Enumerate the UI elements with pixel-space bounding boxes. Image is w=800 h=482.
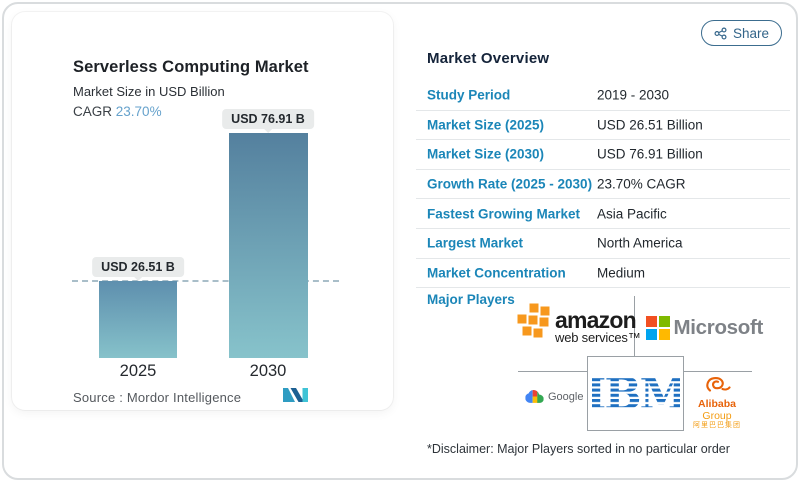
- chart-card: Serverless Computing Market Market Size …: [12, 12, 393, 410]
- share-button-label: Share: [733, 25, 770, 41]
- aws-wordmark-line1: amazon: [555, 307, 637, 333]
- microsoft-squares-icon: [646, 316, 670, 340]
- aws-wordmark: amazon web services™: [555, 307, 641, 345]
- table-row-study-period: Study Period 2019 - 2030: [416, 81, 790, 111]
- reference-dashed-line: [72, 280, 339, 282]
- cagr-label: CAGR: [73, 104, 113, 119]
- ibm-striped-wordmark-icon: IBM: [592, 373, 680, 415]
- row-value: USD 26.51 Billion: [597, 117, 703, 133]
- row-label: Study Period: [427, 87, 511, 103]
- aws-logo: amazon web services™: [516, 302, 641, 345]
- bar-2030: [229, 133, 308, 358]
- row-label: Fastest Growing Market: [427, 206, 581, 222]
- cagr-line: CAGR 23.70%: [73, 104, 162, 119]
- major-players-label: Major Players: [427, 292, 515, 307]
- row-label: Growth Rate (2025 - 2030): [427, 176, 593, 192]
- table-row-growth-rate: Growth Rate (2025 - 2030) 23.70% CAGR: [416, 170, 790, 200]
- x-axis-label-2025: 2025: [119, 362, 157, 380]
- table-row-largest-market: Largest Market North America: [416, 229, 790, 259]
- cagr-value: 23.70%: [115, 104, 162, 119]
- table-row-market-size-2030: Market Size (2030) USD 76.91 Billion: [416, 140, 790, 170]
- table-row-market-size-2025: Market Size (2025) USD 26.51 Billion: [416, 111, 790, 141]
- row-value: 23.70% CAGR: [597, 176, 686, 192]
- row-label: Largest Market: [427, 235, 524, 251]
- share-icon: [714, 27, 727, 40]
- ibm-logo: IBM: [587, 356, 684, 431]
- row-value: North America: [597, 235, 683, 251]
- google-cloud-icon: [525, 390, 544, 403]
- data-label-2025: USD 26.51 B: [92, 257, 184, 277]
- row-label: Market Size (2030): [427, 146, 545, 162]
- market-overview-heading: Market Overview: [427, 50, 550, 67]
- alibaba-swirl-icon: [703, 377, 731, 397]
- disclaimer-text: *Disclaimer: Major Players sorted in no …: [427, 442, 730, 456]
- row-value: 2019 - 2030: [597, 87, 670, 103]
- alibaba-wordmark: Alibaba Group: [698, 398, 736, 422]
- source-text: Source : Mordor Intelligence: [73, 390, 242, 405]
- market-overview-table: Study Period 2019 - 2030 Market Size (20…: [416, 81, 790, 289]
- microsoft-logo: Microsoft: [646, 316, 763, 340]
- row-label: Market Concentration: [427, 265, 566, 281]
- x-axis-label-2030: 2030: [249, 362, 287, 380]
- table-row-fastest-growing-market: Fastest Growing Market Asia Pacific: [416, 199, 790, 229]
- row-value: USD 76.91 Billion: [597, 146, 703, 162]
- aws-cubes-icon: [516, 302, 553, 345]
- mordor-intelligence-logo-icon: [283, 386, 308, 408]
- alibaba-logo: Alibaba Group 阿里巴巴集团: [686, 376, 748, 430]
- logo-grid-vertical-divider: [634, 296, 635, 371]
- table-row-market-concentration: Market Concentration Medium: [416, 259, 790, 289]
- svg-text:IBM: IBM: [592, 373, 680, 415]
- aws-wordmark-line2: web services™: [555, 330, 641, 345]
- share-button[interactable]: Share: [701, 20, 783, 46]
- row-value: Medium: [597, 265, 646, 281]
- alibaba-chinese-text: 阿里巴巴集团: [693, 422, 741, 429]
- bar-2025: [99, 281, 177, 358]
- row-value: Asia Pacific: [597, 206, 667, 222]
- chart-subtitle: Market Size in USD Billion: [73, 84, 225, 99]
- data-label-2030: USD 76.91 B: [222, 109, 314, 129]
- microsoft-wordmark: Microsoft: [673, 316, 764, 339]
- chart-title: Serverless Computing Market: [73, 58, 309, 76]
- row-label: Market Size (2025): [427, 117, 545, 133]
